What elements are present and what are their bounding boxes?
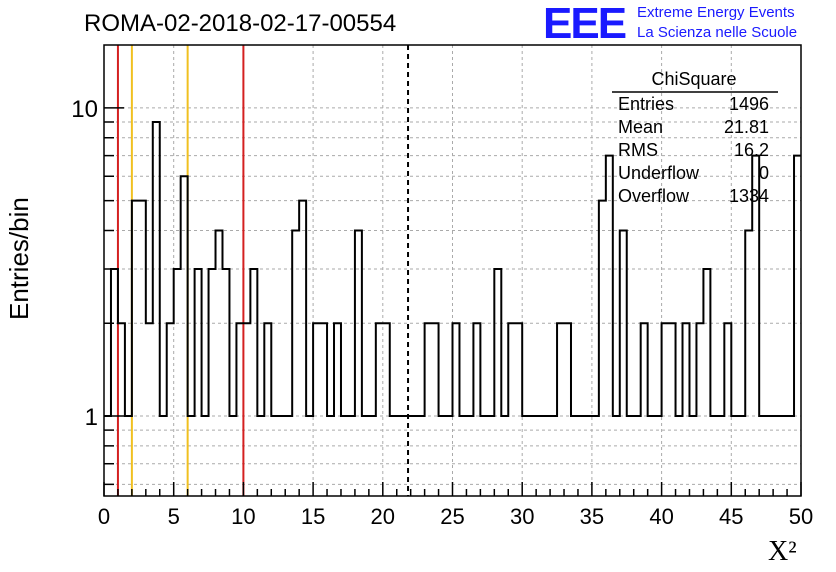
stats-value: 16.2 bbox=[734, 140, 769, 160]
stats-value: 21.81 bbox=[724, 117, 769, 137]
y-axis-label: Entries/bin bbox=[4, 197, 34, 320]
stats-label: Overflow bbox=[618, 186, 690, 206]
x-tick-label: 40 bbox=[649, 504, 673, 529]
x-tick-label: 5 bbox=[168, 504, 180, 529]
axis-ticks: 0 5 10 15 20 25 30 35 40 45 50 1 10 bbox=[71, 96, 813, 529]
logo-line-2: La Scienza nelle Scuole bbox=[637, 24, 798, 41]
x-tick-label: 50 bbox=[789, 504, 813, 529]
stats-label: Entries bbox=[618, 94, 674, 114]
stats-title: ChiSquare bbox=[651, 69, 736, 89]
stats-box: ChiSquare Entries 1496 Mean 21.81 RMS 16.2 Unde… bbox=[612, 69, 778, 206]
run-title: ROMA-02-2018-02-17-00554 bbox=[84, 10, 397, 37]
y-tick-label: 10 bbox=[71, 96, 98, 123]
x-axis-label: X² bbox=[768, 536, 797, 567]
stats-value: 1334 bbox=[729, 186, 769, 206]
x-tick-label: 20 bbox=[371, 504, 395, 529]
x-tick-label: 35 bbox=[580, 504, 604, 529]
stats-label: RMS bbox=[618, 140, 658, 160]
stats-label: Mean bbox=[618, 117, 663, 137]
stats-label: Underflow bbox=[618, 163, 700, 183]
marker-lines bbox=[116, 45, 410, 496]
histogram-outline bbox=[104, 120, 801, 418]
x-tick-label: 25 bbox=[440, 504, 464, 529]
stats-value: 1496 bbox=[729, 94, 769, 114]
eee-logo: EEE bbox=[543, 0, 627, 48]
x-tick-label: 0 bbox=[98, 504, 110, 529]
x-tick-label: 10 bbox=[231, 504, 255, 529]
logo-line-1: Extreme Energy Events bbox=[637, 4, 795, 21]
stats-value: 0 bbox=[759, 163, 769, 183]
x-tick-label: 30 bbox=[510, 504, 534, 529]
x-tick-label: 15 bbox=[301, 504, 325, 529]
y-tick-label: 1 bbox=[85, 404, 98, 431]
x-tick-label: 45 bbox=[719, 504, 743, 529]
